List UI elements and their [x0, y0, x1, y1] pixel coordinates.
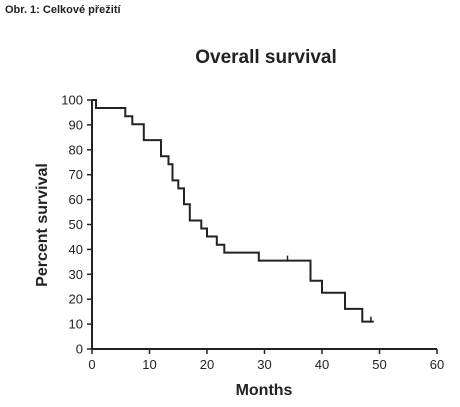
x-tick-label: 50 [372, 357, 386, 372]
y-tick-label: 40 [69, 242, 83, 257]
x-tick-label: 10 [142, 357, 156, 372]
y-tick-label: 10 [69, 317, 83, 332]
x-tick-label: 40 [315, 357, 329, 372]
x-tick-label: 0 [88, 357, 95, 372]
x-tick-label: 20 [200, 357, 214, 372]
x-ticks: 0 10 20 30 40 50 60 [88, 349, 444, 372]
y-ticks: 0 10 20 30 40 50 60 70 80 90 100 [61, 93, 92, 357]
y-tick-label: 20 [69, 292, 83, 307]
y-tick-label: 80 [69, 142, 83, 157]
y-tick-label: 60 [69, 192, 83, 207]
survival-curve [92, 99, 374, 323]
chart-title: Overall survival [195, 47, 337, 68]
y-tick-label: 0 [76, 342, 83, 357]
x-tick-label: 30 [257, 357, 271, 372]
y-tick-label: 50 [69, 217, 83, 232]
y-tick-label: 70 [69, 167, 83, 182]
y-tick-label: 90 [69, 117, 83, 132]
y-axis-label: Percent survival [34, 163, 51, 287]
plot-area [92, 99, 374, 323]
x-tick-label: 60 [430, 357, 444, 372]
x-axis-label: Months [236, 382, 293, 399]
y-tick-label: 100 [61, 93, 83, 108]
figure-caption: Obr. 1: Celkové přežití [5, 4, 121, 16]
y-tick-label: 30 [69, 267, 83, 282]
